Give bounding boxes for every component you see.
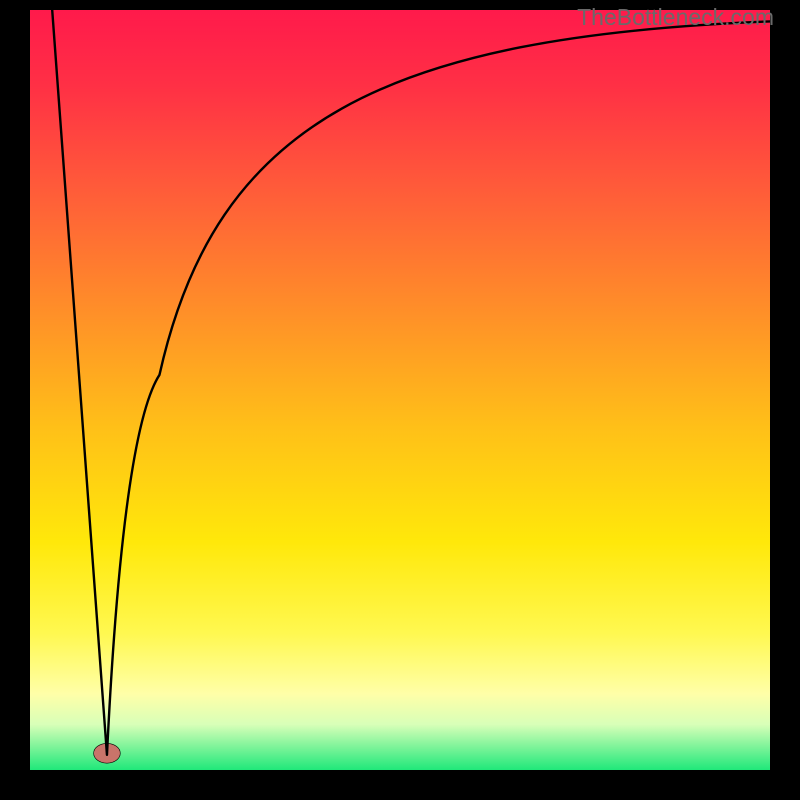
plot-area (30, 10, 770, 770)
gradient-background (30, 10, 770, 770)
attribution-label: TheBottleneck.com (577, 4, 774, 31)
plot-svg (30, 10, 770, 770)
chart-stage: TheBottleneck.com (0, 0, 800, 800)
